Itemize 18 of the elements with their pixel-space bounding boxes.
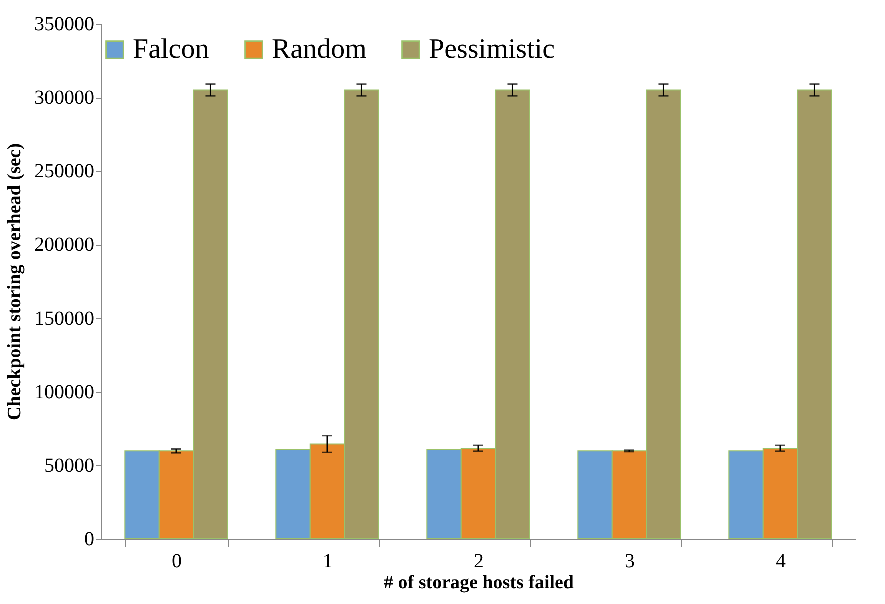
y-tick-label: 150000 (34, 308, 94, 330)
y-tick-label: 250000 (34, 160, 94, 183)
x-axis-title: # of storage hosts failed (384, 572, 574, 594)
legend-label: Falcon (133, 34, 210, 65)
x-tick-label: 3 (625, 550, 635, 572)
x-tick-label: 0 (172, 550, 182, 572)
x-tick-label: 2 (474, 550, 484, 572)
y-tick-label: 0 (84, 528, 94, 550)
x-tick-label: 1 (323, 550, 333, 572)
y-axis-title: Checkpoint storing overhead (sec) (4, 143, 26, 421)
y-tick-label: 300000 (34, 87, 94, 110)
legend-label: Random (272, 34, 368, 65)
x-tick-label: 4 (776, 550, 786, 572)
y-tick-label: 100000 (34, 381, 94, 404)
y-tick-label: 350000 (34, 14, 94, 36)
legend-label: Pessimistic (429, 34, 556, 65)
y-tick-label: 200000 (34, 234, 94, 256)
y-tick-label: 50000 (44, 454, 94, 477)
